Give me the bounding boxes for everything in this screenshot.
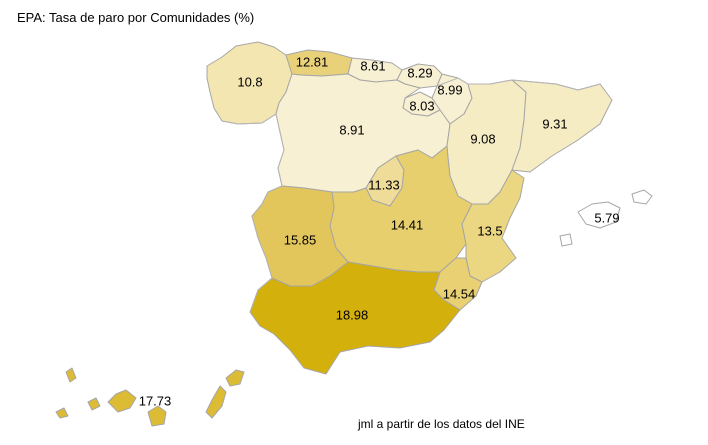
- region-canarias[interactable]: [55, 367, 245, 427]
- region-andalucia[interactable]: [249, 261, 461, 375]
- map-title: EPA: Tasa de paro por Comunidades (%): [17, 10, 255, 25]
- value-label-andaluc-a: 18.98: [336, 308, 369, 323]
- region-baleares[interactable]: [559, 189, 653, 247]
- region-valencia[interactable]: [461, 169, 525, 283]
- value-label-pa-s-vasco: 8.29: [407, 66, 432, 81]
- value-label-galicia: 10.8: [237, 75, 262, 90]
- value-label-navarra: 8.99: [437, 83, 462, 98]
- value-label-catalu-a: 9.31: [542, 117, 567, 132]
- value-label-castilla-la-mancha: 14.41: [391, 218, 424, 233]
- value-label-madrid: 11.33: [368, 178, 400, 193]
- value-label-cantabria: 8.61: [360, 59, 385, 74]
- source-credit: jml a partir de los datos del INE: [358, 417, 525, 431]
- value-label-extremadura: 15.85: [284, 233, 317, 248]
- value-label-baleares: 5.79: [594, 211, 619, 226]
- portugal-border: [221, 113, 285, 313]
- value-label-comunidad-valenciana: 13.5: [477, 224, 502, 239]
- value-label-la-rioja: 8.03: [409, 99, 434, 114]
- value-label-murcia: 14.54: [443, 287, 476, 302]
- value-label-asturias: 12.81: [296, 55, 329, 70]
- value-labels: 10.8 12.81 8.61 8.29 8.998.03 8.91 9.08 9.31 11.…: [139, 55, 620, 409]
- value-label-canarias: 17.73: [139, 394, 172, 409]
- value-label-arag-n: 9.08: [470, 132, 495, 147]
- value-label-castilla-y-le-n: 8.91: [339, 123, 364, 138]
- france-border: [436, 77, 601, 91]
